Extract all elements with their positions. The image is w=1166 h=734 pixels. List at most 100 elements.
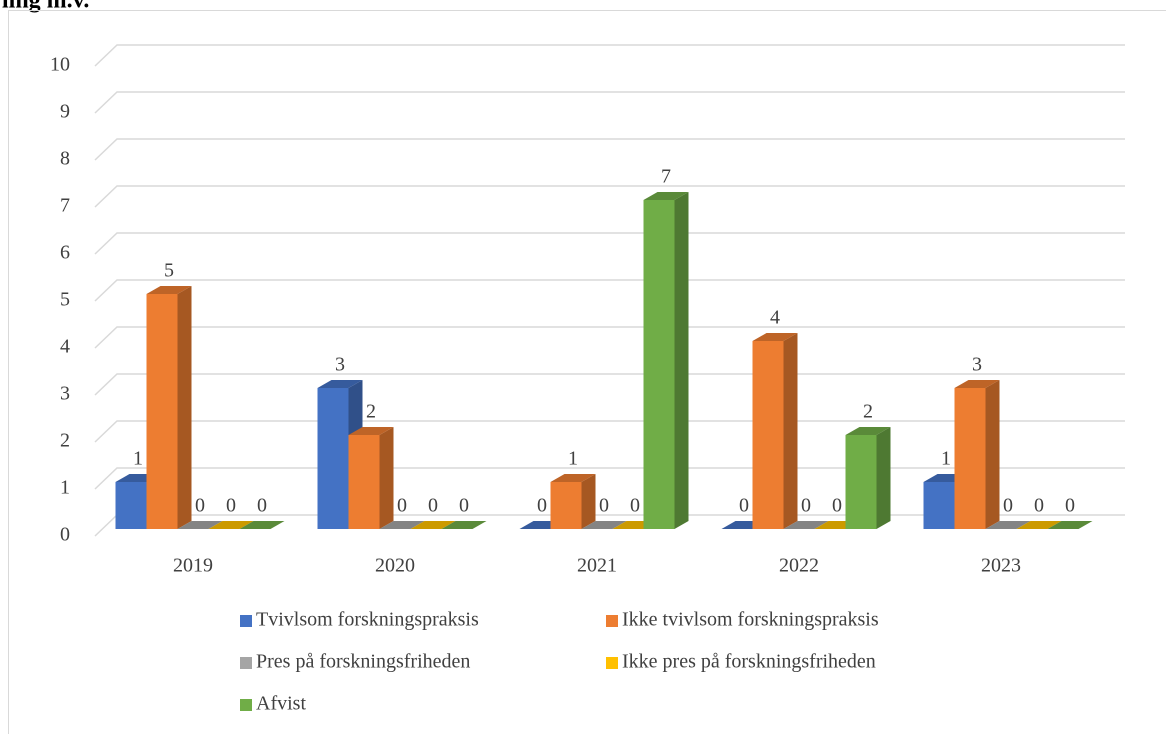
legend-swatch	[240, 699, 252, 711]
bar-top	[954, 380, 1000, 388]
y-tick-label: 8	[60, 148, 70, 170]
y-tick-label: 4	[60, 336, 70, 358]
bar	[1047, 521, 1093, 529]
bar-front	[643, 200, 675, 529]
bar	[348, 427, 394, 529]
grid-line	[94, 185, 1125, 208]
bar	[177, 521, 223, 529]
data-label: 1	[133, 448, 143, 470]
data-label: 0	[630, 495, 640, 517]
bar	[239, 521, 285, 529]
bar-side	[985, 380, 1000, 529]
data-label: 0	[195, 495, 205, 517]
grid-line	[94, 91, 1125, 114]
y-tick-label: 5	[60, 289, 70, 311]
data-label: 0	[428, 495, 438, 517]
bar-front	[954, 388, 986, 529]
y-tick-label: 0	[60, 524, 70, 546]
data-label: 1	[941, 448, 951, 470]
bar	[1016, 521, 1062, 529]
y-tick-label: 1	[60, 477, 70, 499]
bar-top	[1016, 521, 1062, 529]
x-tick-label: 2019	[173, 555, 213, 577]
y-tick-label: 2	[60, 430, 70, 452]
bar-top	[410, 521, 456, 529]
legend-swatch	[240, 615, 252, 627]
legend-swatch	[240, 657, 252, 669]
bar-front	[845, 435, 877, 529]
bar	[410, 521, 456, 529]
x-tick-label: 2020	[375, 555, 415, 577]
bar-side	[379, 427, 394, 529]
bar-top	[550, 474, 596, 482]
bar-top	[752, 333, 798, 341]
bar	[581, 521, 627, 529]
chart-frame	[8, 10, 1166, 734]
bar	[441, 521, 487, 529]
bar-side	[783, 333, 798, 529]
bar-side	[581, 474, 596, 529]
grid-line	[94, 138, 1125, 161]
bar-top	[239, 521, 285, 529]
bar-front	[317, 388, 349, 529]
data-label: 2	[863, 401, 873, 423]
bar-top	[379, 521, 425, 529]
legend-label: Pres på forskningsfriheden	[256, 651, 470, 673]
bar	[643, 192, 689, 529]
data-label: 0	[459, 495, 469, 517]
bar-side	[876, 427, 891, 529]
y-tick-label: 10	[50, 54, 70, 76]
bar-side	[177, 286, 192, 529]
bar-top	[581, 521, 627, 529]
data-label: 0	[801, 495, 811, 517]
bar	[208, 521, 254, 529]
bar-top	[317, 380, 363, 388]
y-tick-label: 6	[60, 242, 70, 264]
bar-front	[146, 294, 178, 529]
data-label: 3	[335, 354, 345, 376]
data-label: 0	[1003, 495, 1013, 517]
bar-top	[783, 521, 829, 529]
bar	[783, 521, 829, 529]
bar-front	[923, 482, 955, 529]
bar-side	[674, 192, 689, 529]
legend-label: Ikke pres på forskningsfriheden	[622, 651, 876, 673]
bar-top	[1047, 521, 1093, 529]
data-label: 2	[366, 401, 376, 423]
grid-line	[94, 326, 1125, 349]
data-label: 0	[397, 495, 407, 517]
bar-top	[643, 192, 689, 200]
data-label: 0	[1065, 495, 1075, 517]
bar	[845, 427, 891, 529]
y-tick-label: 3	[60, 383, 70, 405]
data-label: 3	[972, 354, 982, 376]
bar-top	[208, 521, 254, 529]
y-tick-label: 9	[60, 101, 70, 123]
data-label: 1	[568, 448, 578, 470]
bar-top	[441, 521, 487, 529]
bar	[752, 333, 798, 529]
data-label: 7	[661, 166, 671, 188]
bar-top	[985, 521, 1031, 529]
bar-front	[348, 435, 380, 529]
data-label: 4	[770, 307, 780, 329]
legend-label: Tvivlsom forskningspraksis	[256, 609, 479, 631]
data-label: 0	[739, 495, 749, 517]
grid-line	[94, 44, 1125, 67]
bar-front	[115, 482, 147, 529]
bar	[954, 380, 1000, 529]
y-tick-label: 7	[60, 195, 70, 217]
data-label: 0	[599, 495, 609, 517]
bar-front	[752, 341, 784, 529]
grid-line	[94, 279, 1125, 302]
bar-front	[550, 482, 582, 529]
bar-top	[845, 427, 891, 435]
grid-line	[94, 232, 1125, 255]
bar-top	[348, 427, 394, 435]
legend-label: Afvist	[256, 693, 306, 715]
data-label: 0	[1034, 495, 1044, 517]
bar-top	[177, 521, 223, 529]
bar-top	[146, 286, 192, 294]
